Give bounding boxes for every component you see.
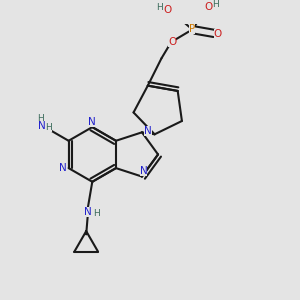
Text: H: H (46, 123, 52, 132)
Text: O: O (168, 37, 176, 46)
Text: H: H (157, 3, 163, 12)
Text: N: N (144, 126, 152, 136)
Text: N: N (59, 163, 67, 173)
Text: N: N (38, 121, 46, 130)
Text: P: P (189, 25, 195, 34)
Text: H: H (212, 0, 219, 9)
Text: O: O (164, 5, 172, 15)
Text: O: O (214, 29, 222, 39)
Text: O: O (204, 2, 213, 12)
Text: N: N (84, 207, 92, 217)
Text: H: H (38, 114, 44, 123)
Text: N: N (140, 166, 147, 176)
Text: N: N (88, 117, 96, 127)
Text: H: H (93, 209, 100, 218)
